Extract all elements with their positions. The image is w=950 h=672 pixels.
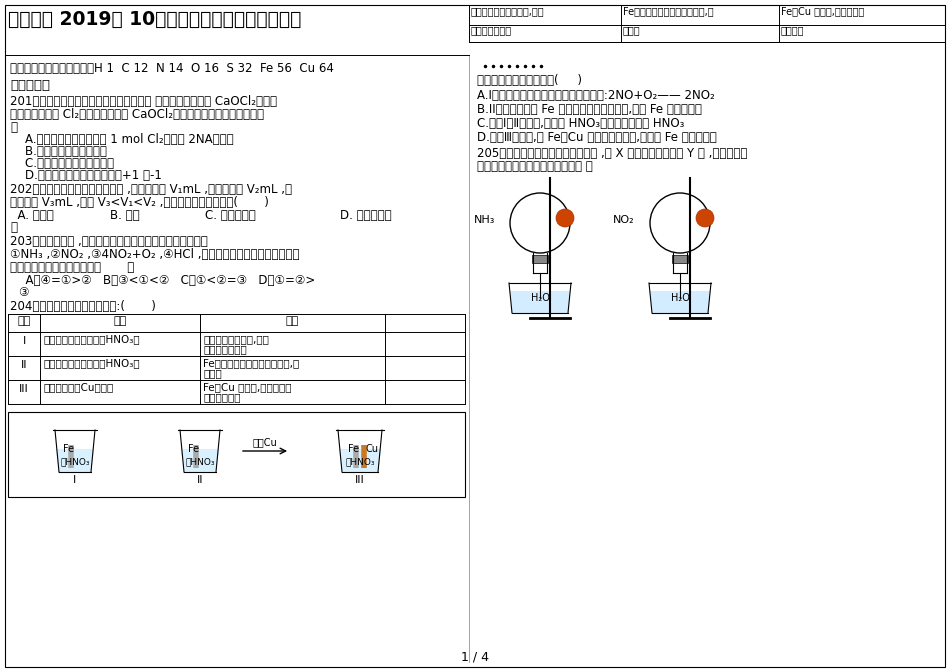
Text: NH₃: NH₃ [474,215,495,225]
Bar [672,255,688,263]
Polygon shape [339,449,381,472]
Text: 现象: 现象 [286,316,299,326]
Text: II: II [197,475,203,485]
Text: Fe外表产生少量红棕色气泡后,迅: Fe外表产生少量红棕色气泡后,迅 [623,6,713,16]
Text: 上方变为红棕色: 上方变为红棕色 [471,25,512,35]
Text: 上方变为红棕色: 上方变为红棕色 [203,344,247,354]
Text: D.该混盐中氯元素的化合价为+1 和-1: D.该混盐中氯元素的化合价为+1 和-1 [10,169,162,182]
Text: 稀HNO₃: 稀HNO₃ [345,458,374,466]
Polygon shape [510,291,570,313]
Polygon shape [180,449,219,472]
Text: 可能用到的相对原子质量：H 1  C 12  N 14  O 16  S 32  Fe 56  Cu 64: 可能用到的相对原子质量：H 1 C 12 N 14 O 16 S 32 Fe 5… [10,62,333,75]
Text: C. 碘式滴定管: C. 碘式滴定管 [205,209,256,222]
Text: 以下说法不正确的选项是(     ): 以下说法不正确的选项是( ) [477,74,582,87]
Text: 将光亮铁片与Cu接触后: 将光亮铁片与Cu接触后 [43,382,113,392]
Polygon shape [650,291,710,313]
Text: Fe、Cu 接触后,其外表均产: Fe、Cu 接触后,其外表均产 [781,6,864,16]
Text: 一、选择题: 一、选择题 [10,79,50,92]
Text: 产生大量无色气泡,液面: 产生大量无色气泡,液面 [203,334,269,344]
Text: 插入Cu: 插入Cu [253,437,277,447]
Text: A．④=①>②   B．③<①<②   C．①<②=③   D．①=②>: A．④=①>② B．③<①<② C．①<②=③ D．①=②> [18,274,315,287]
Text: 将光亮铁片插入少量浓HNO₃中: 将光亮铁片插入少量浓HNO₃中 [43,358,140,368]
Text: 条件下可以产生 Cl₂。以下关于混盐 CaOCl₂的有关判断不正确的选项是【: 条件下可以产生 Cl₂。以下关于混盐 CaOCl₂的有关判断不正确的选项是【 [10,108,264,121]
Text: A.该混盐与硫酸反响产生 1 mol Cl₂时转移 2NA个电子: A.该混盐与硫酸反响产生 1 mol Cl₂时转移 2NA个电子 [10,133,234,146]
Text: 速停止: 速停止 [623,25,640,35]
Text: 棕色气泡: 棕色气泡 [781,25,805,35]
Text: II: II [21,360,28,370]
Text: 204．在通风橱中进行以下实验:(       ): 204．在通风橱中进行以下实验:( ) [10,300,156,313]
Text: H₂O: H₂O [530,293,549,303]
Text: B. 量筒: B. 量筒 [110,209,140,222]
Text: 生红棕色气泡: 生红棕色气泡 [203,392,240,402]
Text: Fe: Fe [188,444,200,454]
Text: Fe外表产生少量红棕色气泡后,迅: Fe外表产生少量红棕色气泡后,迅 [203,358,299,368]
Text: 】: 】 [10,121,17,134]
Text: Cu: Cu [366,444,379,454]
Text: III: III [19,384,28,394]
Text: 203．同温同压下 ,两个等体积的枯燥圆底烧瓶中分别充满：: 203．同温同压下 ,两个等体积的枯燥圆底烧瓶中分别充满： [10,235,208,248]
Text: 浓HNO₃: 浓HNO₃ [185,458,215,466]
Text: III: III [355,475,365,485]
Text: C.比照Ⅰ、Ⅱ中现象,说明稀 HNO₃的氧化性强于浓 HNO₃: C.比照Ⅰ、Ⅱ中现象,说明稀 HNO₃的氧化性强于浓 HNO₃ [477,117,684,130]
Text: Fe: Fe [348,444,359,454]
Text: B.II中的现象说明 Fe 外表形成致密的氧化层,阻止 Fe 进一步反响: B.II中的现象说明 Fe 外表形成致密的氧化层,阻止 Fe 进一步反响 [477,103,702,116]
Bar [8,412,465,497]
Text: 阜阳三中 2019届 10月份高三第五次周考化学试题: 阜阳三中 2019届 10月份高三第五次周考化学试题 [8,10,301,29]
Text: 205．利用如下图装置进行以下实验 ,将 X 溶液逐滴参加固体 Y 中 ,以下关于试: 205．利用如下图装置进行以下实验 ,将 X 溶液逐滴参加固体 Y 中 ,以下关… [477,147,748,160]
Circle shape [650,193,710,253]
Text: D.针对Ⅲ中现象,在 Fe、Cu 之间连接电流计,可判断 Fe 是否被氧化: D.针对Ⅲ中现象,在 Fe、Cu 之间连接电流计,可判断 Fe 是否被氧化 [477,131,716,144]
Text: 外表产生大量无色气泡,液面: 外表产生大量无色气泡,液面 [471,6,544,16]
Circle shape [510,193,570,253]
Text: 视读数为 V₃mL ,假设 V₃<V₁<V₂ ,那么所使用仪器可能是(       ): 视读数为 V₃mL ,假设 V₃<V₁<V₂ ,那么所使用仪器可能是( ) [10,196,269,209]
Text: 管中的现象描述不正确的选项是（ ）: 管中的现象描述不正确的选项是（ ） [477,160,593,173]
Polygon shape [56,449,94,472]
Text: B.该混盐的水溶液呼碱性: B.该混盐的水溶液呼碱性 [10,145,106,158]
Text: H₂O: H₂O [671,293,690,303]
Text: 1 / 4: 1 / 4 [461,650,489,663]
Text: A.I中气体由无色变红棕色的化学方程式:2NO+O₂—— 2NO₂: A.I中气体由无色变红棕色的化学方程式:2NO+O₂—— 2NO₂ [477,89,714,102]
Text: D. 以上仪器均: D. 以上仪器均 [340,209,391,222]
Text: A. 容量瓶: A. 容量瓶 [10,209,54,222]
Text: NO₂: NO₂ [614,215,635,225]
Text: Fe: Fe [63,444,74,454]
Text: Fe、Cu 接触后,其外表均产: Fe、Cu 接触后,其外表均产 [203,382,292,392]
Text: ①NH₃ ,②NO₂ ,③4NO₂+O₂ ,④HCl ,进行噴泉实验．经充分反响后，: ①NH₃ ,②NO₂ ,③4NO₂+O₂ ,④HCl ,进行噴泉实验．经充分反响… [10,248,299,261]
Circle shape [556,209,574,227]
Text: 201．由一种阳离子与两种酸根离子组成的 盐称为混盐。混盐 CaOCl₂在酸性: 201．由一种阳离子与两种酸根离子组成的 盐称为混盐。混盐 CaOCl₂在酸性 [10,95,277,108]
Text: 速停止: 速停止 [203,368,221,378]
Text: I: I [23,336,26,346]
Text: C.该混盐具有较强的氧化性: C.该混盐具有较强的氧化性 [10,157,114,170]
Text: 可: 可 [10,221,17,234]
Text: 瓶内溶液的物质的量浓度为【       】: 瓶内溶液的物质的量浓度为【 】 [10,261,134,274]
Text: ③: ③ [18,286,28,299]
Circle shape [696,209,714,227]
Bar [532,255,548,263]
Text: 操作: 操作 [113,316,126,326]
Text: 序号: 序号 [17,316,30,326]
Text: I: I [73,475,77,485]
Text: 稀HNO₃: 稀HNO₃ [60,458,89,466]
Text: 将光亮铁片插入足量稀HNO₃中: 将光亮铁片插入足量稀HNO₃中 [43,334,140,344]
Text: 202．用某种仪器量一液体体积时 ,平视读数为 V₁mL ,仰视读数为 V₂mL ,俧: 202．用某种仪器量一液体体积时 ,平视读数为 V₁mL ,仰视读数为 V₂mL… [10,183,292,196]
